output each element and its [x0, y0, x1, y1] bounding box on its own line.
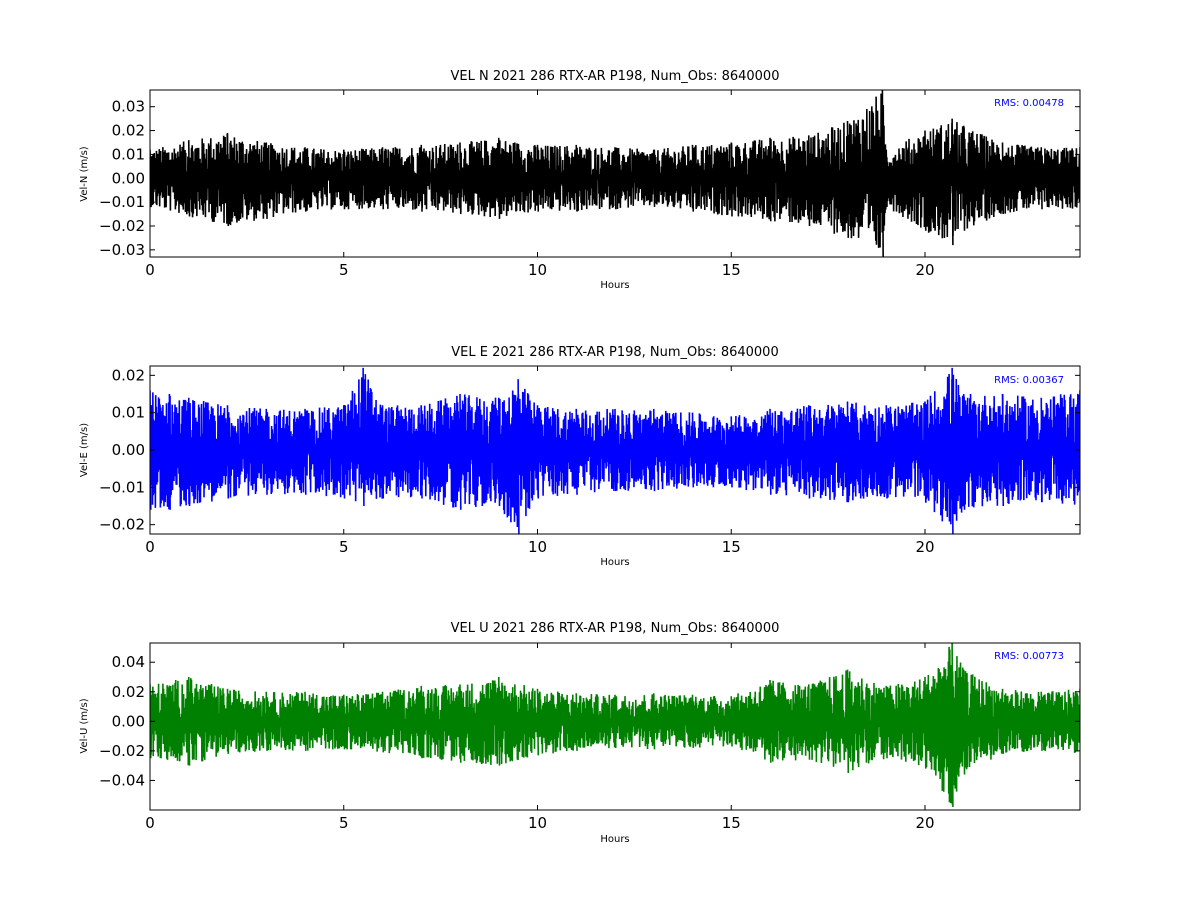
- vel-e-y-tick-label: −0.01: [99, 478, 145, 496]
- vel-e-x-tick-label: 5: [339, 538, 349, 556]
- vel-e-series-line: [150, 367, 1080, 534]
- vel-n-x-tick-label: 20: [915, 261, 934, 279]
- vel-n-title: VEL N 2021 286 RTX-AR P198, Num_Obs: 864…: [451, 69, 780, 84]
- vel-n-plot-area: 0 5 10 15 20 −0.03 −0.02 −0.01 0.00 0.01 0.02 0.03: [99, 89, 1081, 279]
- vel-e-x-axis-label: Hours: [600, 557, 629, 568]
- vel-e-rms-annotation: RMS: 0.00367: [994, 375, 1064, 386]
- vel-e-x-tick-label: 20: [915, 538, 934, 556]
- vel-u-y-tick-label: 0.04: [112, 653, 145, 671]
- vel-n-x-tick-label: 5: [339, 261, 349, 279]
- vel-n-panel: VEL N 2021 286 RTX-AR P198, Num_Obs: 864…: [79, 69, 1081, 291]
- vel-n-series-line: [150, 90, 1080, 257]
- vel-u-x-tick-label: 0: [145, 814, 155, 832]
- vel-n-x-axis-label: Hours: [600, 280, 629, 291]
- vel-u-rms-annotation: RMS: 0.00773: [994, 651, 1064, 662]
- vel-n-y-tick-label: −0.01: [99, 193, 145, 211]
- vel-u-x-axis-label: Hours: [600, 834, 629, 845]
- vel-u-x-tick-label: 20: [915, 814, 934, 832]
- vel-n-x-tick-label: 15: [722, 261, 741, 279]
- vel-n-y-tick-label: 0.00: [112, 169, 145, 187]
- vel-u-x-tick-label: 15: [722, 814, 741, 832]
- vel-u-y-tick-label: 0.00: [112, 712, 145, 730]
- vel-e-x-tick-label: 15: [722, 538, 741, 556]
- vel-u-y-tick-label: −0.04: [99, 771, 145, 789]
- vel-u-y-tick-label: −0.02: [99, 742, 145, 760]
- vel-u-x-tick-label: 5: [339, 814, 349, 832]
- vel-u-title: VEL U 2021 286 RTX-AR P198, Num_Obs: 864…: [451, 621, 780, 636]
- vel-n-x-tick-label: 0: [145, 261, 155, 279]
- vel-n-y-tick-label: 0.02: [112, 122, 145, 140]
- vel-n-y-tick-label: −0.03: [99, 241, 145, 259]
- vel-u-plot-frame: [149, 642, 1081, 811]
- vel-n-y-tick-label: 0.01: [112, 145, 145, 163]
- vel-u-plot-area: 0 5 10 15 20 −0.04 −0.02 0.00 0.02 0.04: [99, 642, 1081, 832]
- vel-e-plot-area: 0 5 10 15 20 −0.02 −0.01 0.00 0.01 0.02: [99, 365, 1081, 556]
- vel-n-rms-annotation: RMS: 0.00478: [994, 98, 1064, 109]
- vel-n-y-tick-label: 0.03: [112, 98, 145, 116]
- vel-n-x-tick-label: 10: [528, 261, 547, 279]
- vel-u-y-tick-label: 0.02: [112, 683, 145, 701]
- vel-e-y-tick-label: 0.01: [112, 404, 145, 422]
- vel-e-x-tick-label: 0: [145, 538, 155, 556]
- vel-e-y-tick-label: 0.00: [112, 441, 145, 459]
- vel-e-x-tick-label: 10: [528, 538, 547, 556]
- vel-u-series-line: [150, 643, 1080, 808]
- vel-e-title: VEL E 2021 286 RTX-AR P198, Num_Obs: 864…: [451, 345, 778, 360]
- vel-e-y-axis-label: Vel-E (m/s): [79, 423, 90, 477]
- vel-n-plot-frame: [149, 89, 1081, 258]
- vel-e-panel: VEL E 2021 286 RTX-AR P198, Num_Obs: 864…: [79, 345, 1081, 568]
- vel-u-y-axis-label: Vel-U (m/s): [79, 698, 90, 753]
- vel-e-y-tick-label: −0.02: [99, 516, 145, 534]
- vel-u-x-tick-label: 10: [528, 814, 547, 832]
- vel-u-panel: VEL U 2021 286 RTX-AR P198, Num_Obs: 864…: [79, 621, 1081, 845]
- vel-n-y-tick-label: −0.02: [99, 217, 145, 235]
- vel-n-y-axis-label: Vel-N (m/s): [79, 146, 90, 201]
- vel-e-y-tick-label: 0.02: [112, 366, 145, 384]
